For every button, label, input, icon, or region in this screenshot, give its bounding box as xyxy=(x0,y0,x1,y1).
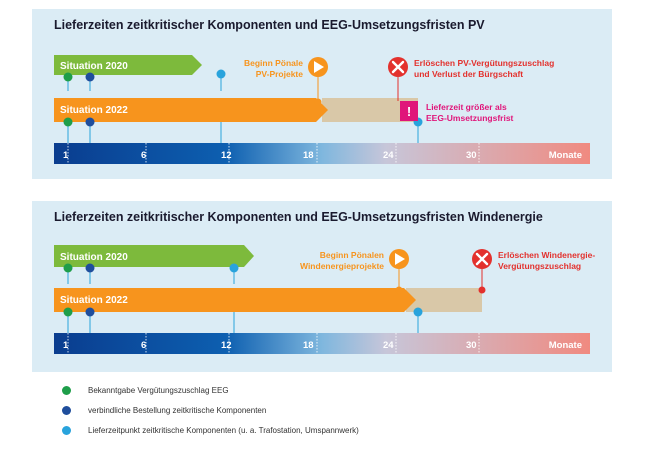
pv-penalty-start-text-2: PV-Projekte xyxy=(256,69,304,79)
legend-label-delivery: Lieferzeitpunkt zeitkritische Komponente… xyxy=(88,426,359,435)
pv-row2-arrow xyxy=(54,98,328,122)
pv-warning-icon xyxy=(400,101,418,121)
pv-timeline: Situation 2020 Situation 2022 Beginn Pön… xyxy=(54,55,590,164)
wind-penalty-start-text-1: Beginn Pönalen xyxy=(320,250,384,260)
wind-row1-order-marker xyxy=(85,263,95,273)
pv-row2-label: Situation 2022 xyxy=(60,105,128,116)
wind-row1-delivery-marker xyxy=(229,263,239,273)
pv-tick-12: 12 xyxy=(221,150,232,161)
legend-label-order: verbindliche Bestellung zeitkritische Ko… xyxy=(88,406,267,415)
pv-axis-unit: Monate xyxy=(549,150,582,161)
wind-expiry-text-1: Erlöschen Windenergie- xyxy=(498,250,595,260)
wind-row2-arrow xyxy=(54,288,416,312)
svg-text:!: ! xyxy=(407,104,411,119)
pv-row2-order-marker xyxy=(85,117,95,127)
wind-tick-24: 24 xyxy=(383,340,394,351)
legend-label-award: Bekanntgabe Vergütungszuschlag EEG xyxy=(88,386,229,395)
wind-row1-arrow xyxy=(54,245,254,267)
wind-tick-12: 12 xyxy=(221,340,232,351)
pv-row1-award-marker xyxy=(63,72,73,82)
wind-row1-label: Situation 2020 xyxy=(60,252,128,263)
pv-warning-text-1: Lieferzeit größer als xyxy=(426,102,507,112)
wind-penalty-start-text-2: Windenergieprojekte xyxy=(300,261,384,271)
wind-row2-label: Situation 2022 xyxy=(60,295,128,306)
wind-month-axis xyxy=(54,333,590,354)
pv-tick-30: 30 xyxy=(466,150,477,161)
pv-expiry-text-1: Erlöschen PV-Vergütungszuschlag xyxy=(414,58,554,68)
pv-tick-6: 6 xyxy=(141,150,146,161)
green-dot-icon xyxy=(62,386,71,395)
pv-warning-text-2: EEG-Umsetzungsfrist xyxy=(426,113,514,123)
pv-panel: Lieferzeiten zeitkritischer Komponenten … xyxy=(32,9,612,179)
wind-tick-6: 6 xyxy=(141,340,146,351)
pv-tick-1: 1 xyxy=(63,150,69,161)
pv-row1-order-marker xyxy=(85,72,95,82)
wind-row2-order-marker xyxy=(85,307,95,317)
lightblue-dot-icon xyxy=(62,426,71,435)
pv-row2-award-marker xyxy=(63,117,73,127)
wind-panel: Lieferzeiten zeitkritischer Komponenten … xyxy=(32,201,612,372)
navy-dot-icon xyxy=(62,406,71,415)
wind-panel-title: Lieferzeiten zeitkritischer Komponenten … xyxy=(54,210,543,224)
pv-tick-24: 24 xyxy=(383,150,394,161)
pv-month-axis xyxy=(54,143,590,164)
wind-tick-30: 30 xyxy=(466,340,477,351)
wind-expiry-text-2: Vergütungszuschlag xyxy=(498,261,581,271)
wind-tick-1: 1 xyxy=(63,340,69,351)
wind-row1-award-marker xyxy=(63,263,73,273)
wind-tick-18: 18 xyxy=(303,340,314,351)
pv-expiry-text-2: und Verlust der Bürgschaft xyxy=(414,69,523,79)
pv-row1-label: Situation 2020 xyxy=(60,61,128,72)
pv-row1-arrow xyxy=(54,55,202,75)
pv-tick-18: 18 xyxy=(303,150,314,161)
wind-row2-award-marker xyxy=(63,307,73,317)
pv-penalty-start-text-1: Beginn Pönale xyxy=(244,58,303,68)
pv-panel-title: Lieferzeiten zeitkritischer Komponenten … xyxy=(54,18,485,32)
pv-row1-delivery-marker xyxy=(216,69,226,79)
wind-timeline: Situation 2020 Situation 2022 Beginn Pön… xyxy=(54,245,595,354)
wind-axis-unit: Monate xyxy=(549,340,582,351)
wind-row2-delivery-marker xyxy=(413,307,423,317)
